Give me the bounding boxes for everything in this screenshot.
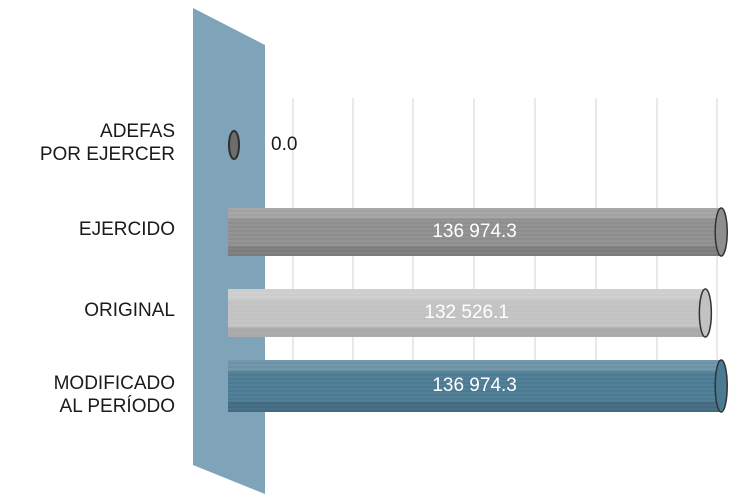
bar-3 bbox=[228, 359, 728, 413]
category-label-1: EJERCIDO bbox=[78, 219, 175, 240]
value-label-1: 136 974.3 bbox=[432, 221, 517, 242]
bar-highlight bbox=[228, 208, 722, 219]
value-label-0: 0.0 bbox=[271, 134, 297, 155]
bar-highlight bbox=[228, 289, 706, 300]
bar-1 bbox=[228, 207, 728, 257]
bar-end-cap bbox=[698, 288, 713, 338]
bar-end-cap bbox=[714, 207, 728, 257]
bar-texture bbox=[228, 208, 722, 256]
bar-shade bbox=[228, 327, 706, 337]
bar-shade bbox=[228, 246, 722, 256]
bar-highlight bbox=[228, 360, 722, 372]
bar-2 bbox=[228, 288, 713, 338]
bar-texture bbox=[228, 289, 706, 337]
category-label-2: ORIGINAL bbox=[84, 300, 175, 321]
bar-0 bbox=[228, 130, 240, 160]
category-label-0: ADEFAS POR EJERCER bbox=[39, 121, 175, 165]
bar-texture bbox=[228, 360, 722, 412]
value-label-3: 136 974.3 bbox=[432, 375, 517, 396]
bar-end-cap bbox=[714, 359, 728, 413]
bars bbox=[228, 130, 728, 413]
category-label-3: MODIFICADO AL PERÍODO bbox=[53, 373, 175, 417]
value-label-2: 132 526.1 bbox=[424, 302, 509, 323]
bar-cap bbox=[228, 130, 240, 160]
bar-shade bbox=[228, 401, 722, 412]
value-labels: 0.0 136 974.3 132 526.1 136 974.3 bbox=[271, 134, 517, 396]
